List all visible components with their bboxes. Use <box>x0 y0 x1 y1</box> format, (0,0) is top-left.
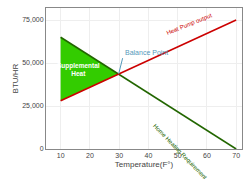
svg-text:50,000: 50,000 <box>22 59 44 66</box>
svg-text:Balance Point: Balance Point <box>125 49 168 56</box>
svg-text:BTU/HR: BTU/HR <box>11 63 20 93</box>
svg-text:Heat Pump output: Heat Pump output <box>166 12 213 36</box>
svg-text:75,000: 75,000 <box>22 16 44 23</box>
svg-text:30: 30 <box>115 152 123 159</box>
svg-text:70: 70 <box>232 152 240 159</box>
svg-text:40: 40 <box>144 152 152 159</box>
svg-text:25,000: 25,000 <box>22 102 44 109</box>
svg-text:SupplementalHeat: SupplementalHeat <box>57 62 100 77</box>
svg-text:60: 60 <box>203 152 211 159</box>
svg-text:20: 20 <box>86 152 94 159</box>
svg-text:0: 0 <box>40 145 44 152</box>
svg-text:10: 10 <box>57 152 65 159</box>
svg-text:Temperature(F°): Temperature(F°) <box>115 160 174 169</box>
svg-text:50: 50 <box>174 152 182 159</box>
svg-text:Home Heating Requirement: Home Heating Requirement <box>152 123 208 179</box>
